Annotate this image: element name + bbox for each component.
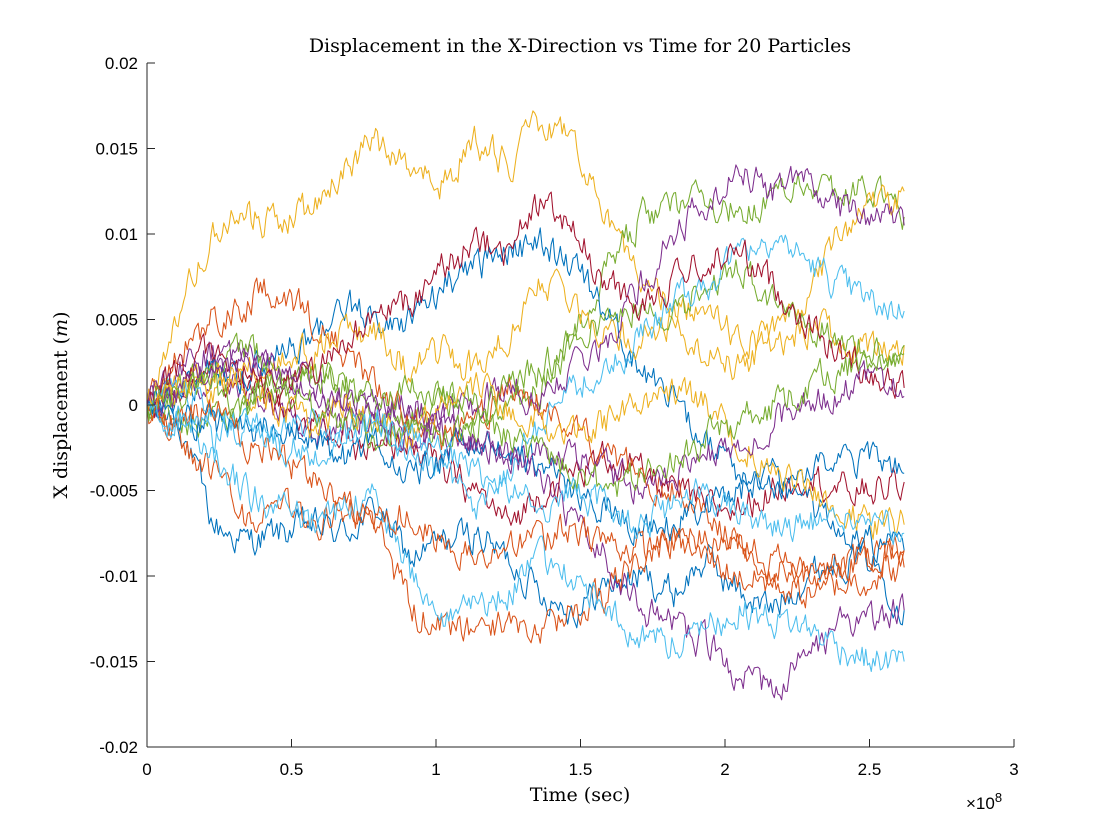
y-axis-ticks: -0.02 -0.015 -0.01 -0.005 0 0.005 0.01 0.015 0.0…	[90, 54, 155, 757]
x-axis-exponent-power: 8	[995, 790, 1002, 805]
y-tick-label: -0.02	[99, 738, 138, 757]
series-line-6	[146, 398, 905, 673]
x-tick-label: 1.5	[569, 760, 593, 779]
series-line-18	[146, 347, 905, 505]
series-line-5	[146, 173, 905, 443]
y-axis-label-prefix: X displacement (	[50, 337, 72, 499]
x-axis-exponent-base: ×10	[966, 794, 995, 813]
y-axis-label-suffix: )	[50, 311, 72, 318]
x-axis-ticks: 0 0.5 1 1.5 2 2.5 3	[142, 739, 1019, 779]
series-line-19	[146, 344, 905, 497]
series-line-4	[146, 354, 905, 701]
x-tick-label: 2.5	[858, 760, 882, 779]
series-line-12	[146, 259, 905, 424]
x-tick-label: 1	[431, 760, 440, 779]
series-line-3	[146, 110, 905, 407]
y-tick-label: -0.005	[90, 482, 138, 501]
series-line-16	[146, 397, 905, 609]
y-tick-label: -0.01	[99, 567, 138, 586]
chart-title: Displacement in the X-Direction vs Time …	[309, 35, 851, 57]
y-tick-label: 0.005	[95, 311, 138, 330]
series-line-14	[146, 191, 905, 407]
x-tick-label: 0.5	[280, 760, 304, 779]
x-tick-label: 3	[1009, 760, 1018, 779]
x-tick-label: 0	[142, 760, 151, 779]
y-tick-label: 0.015	[95, 140, 138, 159]
y-axis-label-unit: m	[50, 319, 72, 337]
y-tick-label: 0.01	[105, 225, 138, 244]
y-tick-label: 0	[129, 396, 138, 415]
series-line-11	[146, 164, 905, 431]
series-line-1	[146, 398, 905, 629]
series-line-17	[146, 363, 905, 540]
series-line-9	[146, 277, 905, 589]
series-layer	[146, 110, 905, 701]
series-line-20	[146, 403, 905, 546]
series-line-15	[146, 400, 905, 564]
x-axis-label: Time (sec)	[530, 784, 631, 806]
series-line-2	[146, 404, 905, 644]
series-line-10	[146, 184, 905, 413]
series-line-7	[146, 357, 905, 526]
y-axis-label: X displacement (m)	[50, 311, 72, 498]
x-tick-label: 2	[720, 760, 729, 779]
y-tick-label: 0.02	[105, 54, 138, 73]
y-tick-label: -0.015	[90, 653, 138, 672]
x-axis-exponent: ×108	[966, 790, 1002, 813]
